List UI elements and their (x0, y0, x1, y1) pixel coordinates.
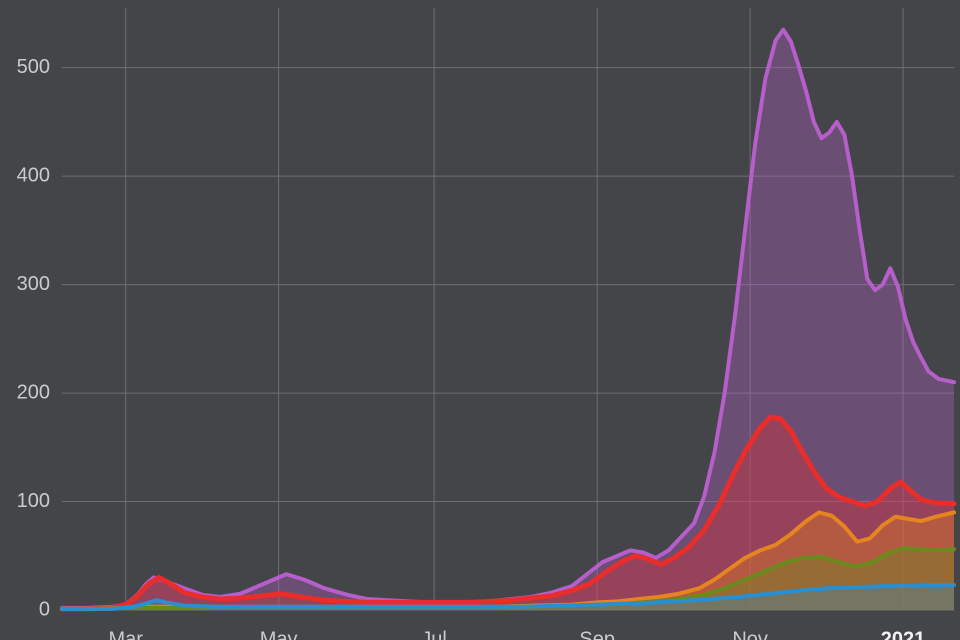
y-tick-label: 400 (17, 164, 50, 186)
x-tick-label: 2021 (881, 629, 926, 640)
time-series-area-chart: 0 100 200 300 400 500 Mar May Jul Sep Nov 2021 (0, 0, 960, 640)
y-tick-label: 0 (39, 598, 50, 620)
y-tick-label: 100 (17, 490, 50, 512)
y-tick-label: 200 (17, 381, 50, 403)
y-tick-label: 500 (17, 56, 50, 78)
x-tick-label: Jul (421, 629, 447, 640)
chart-svg: 0 100 200 300 400 500 Mar May Jul Sep Nov 2021 (0, 0, 960, 640)
y-tick-label: 300 (17, 273, 50, 295)
x-tick-label: Mar (108, 629, 143, 640)
x-tick-label: May (260, 629, 298, 640)
x-tick-label: Nov (732, 629, 768, 640)
x-tick-label: Sep (579, 629, 615, 640)
